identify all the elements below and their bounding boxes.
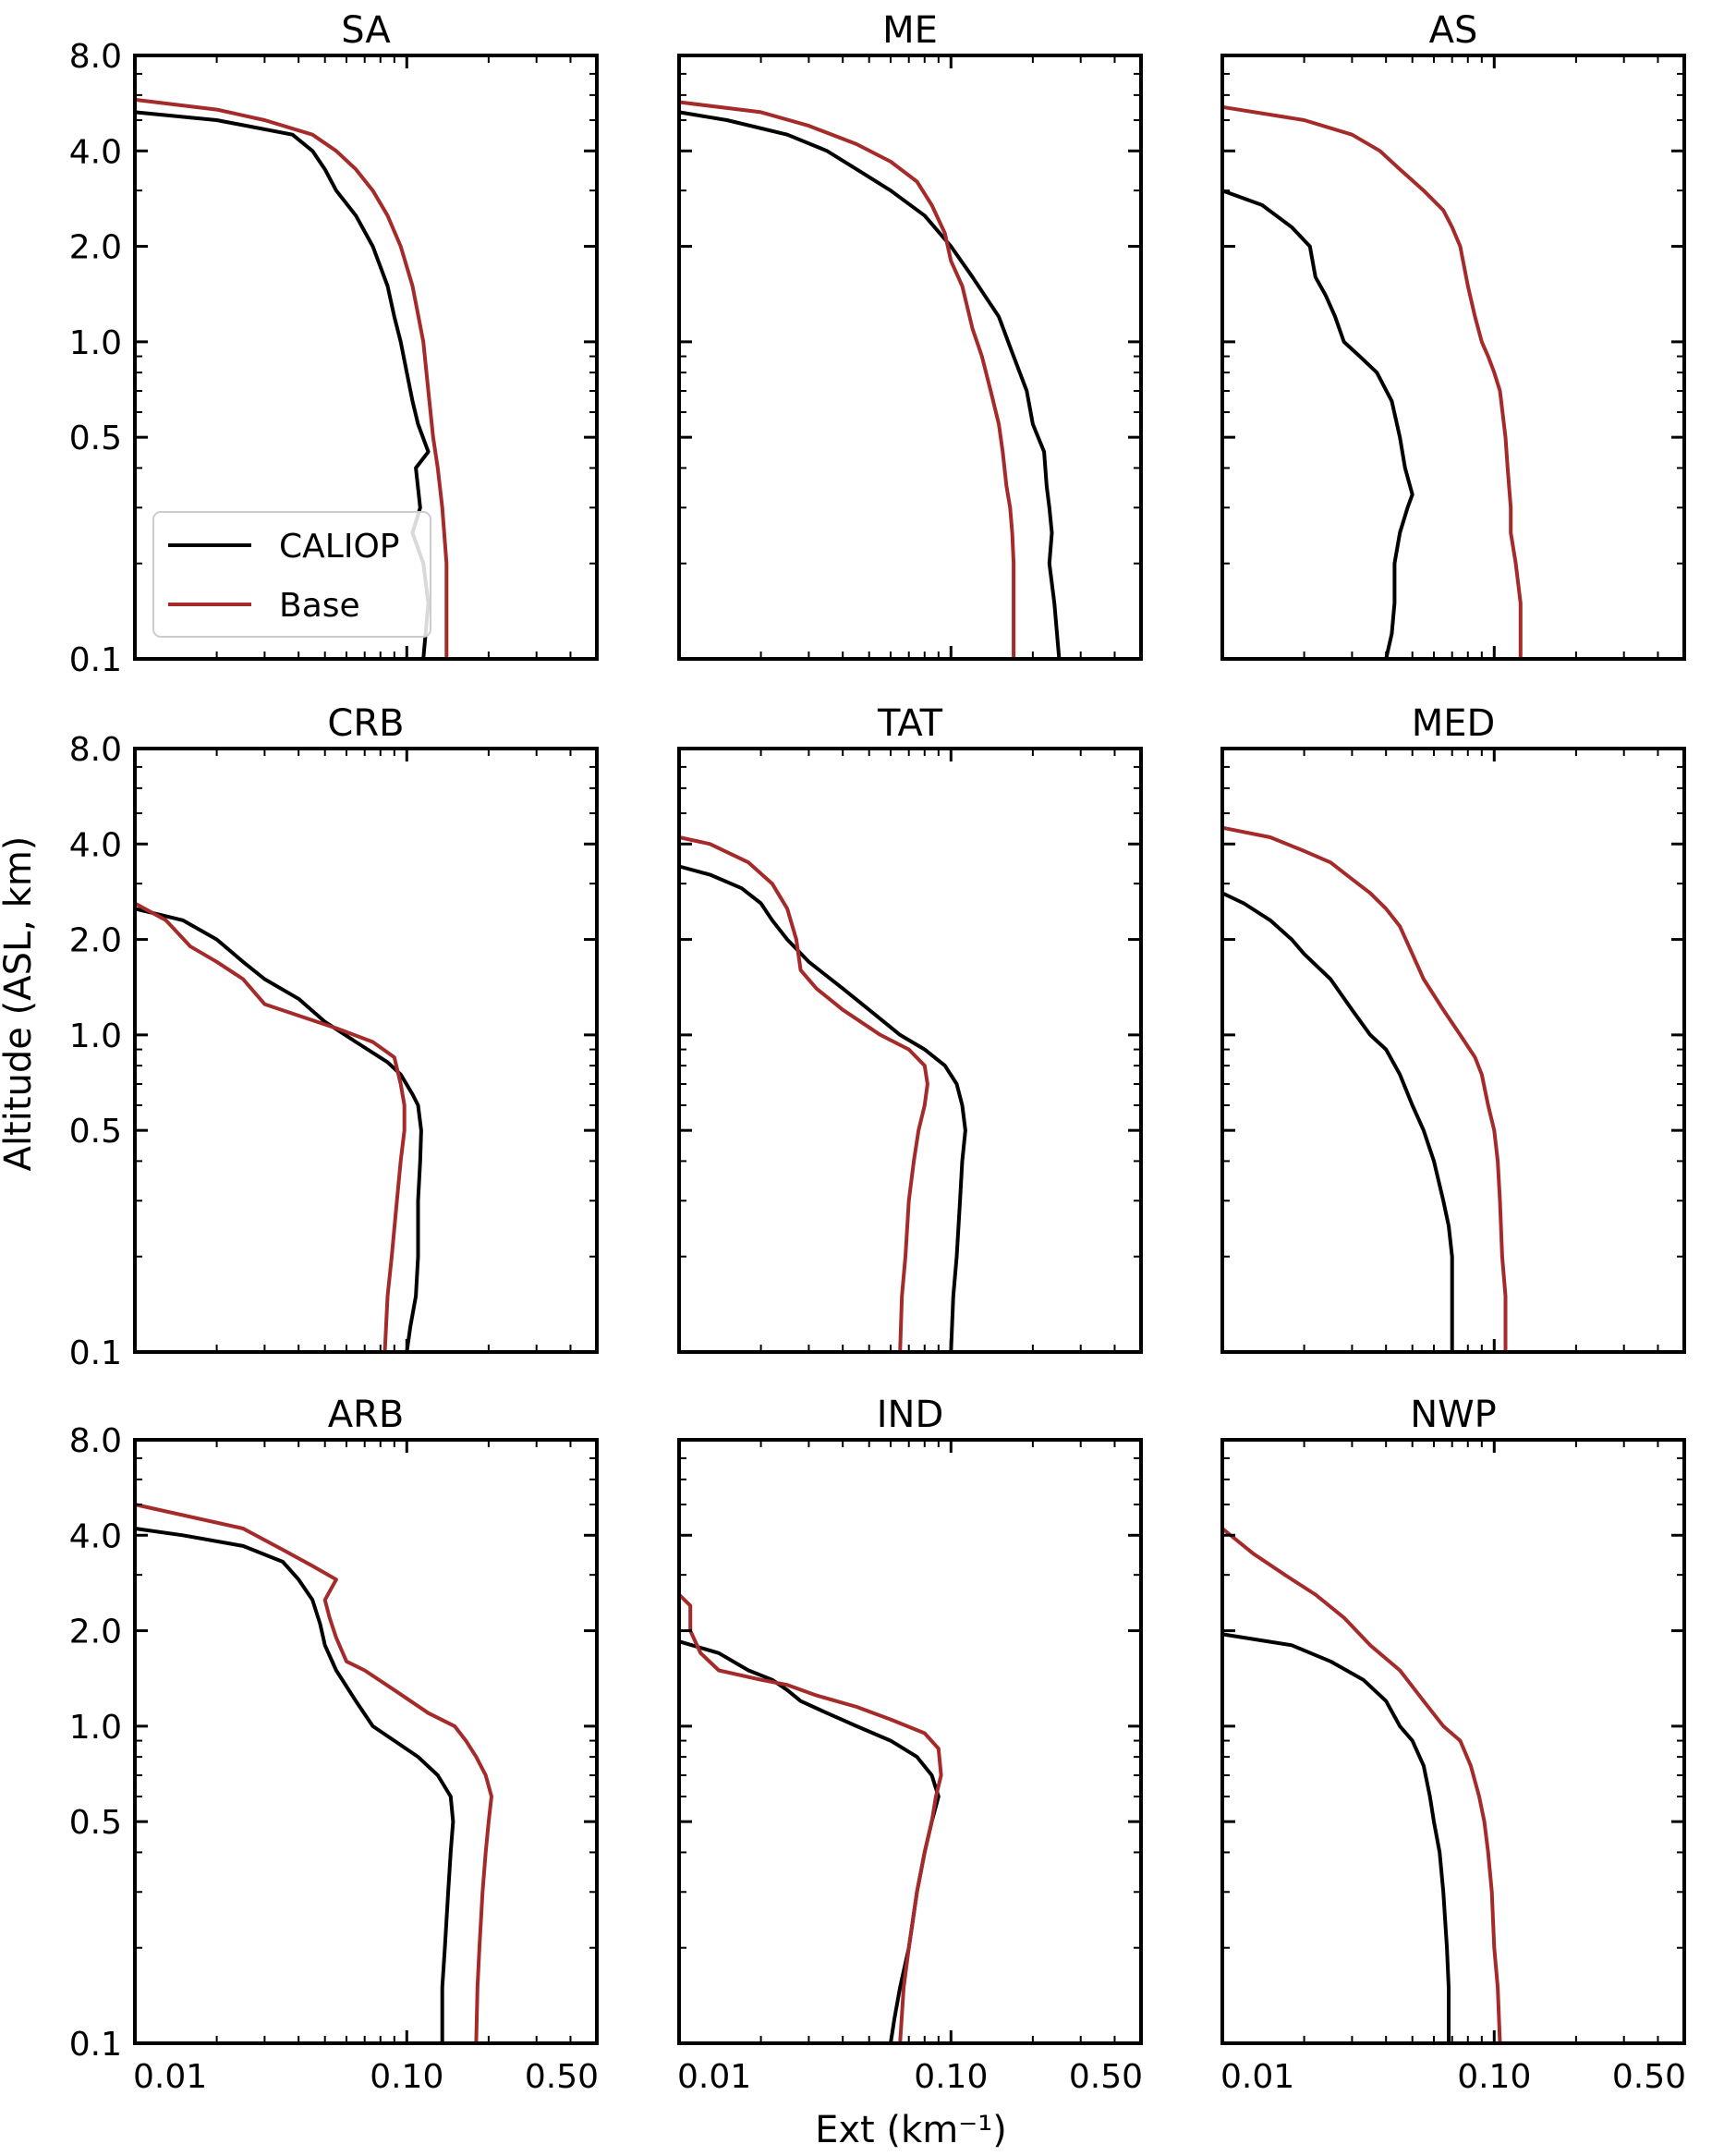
panel-frame: [1220, 747, 1686, 1354]
panel-frame: [677, 54, 1143, 661]
y-tick-label: 8.0: [69, 731, 122, 769]
x-axis-label: Ext (km⁻¹): [815, 2109, 1007, 2151]
y-tick-label: 0.1: [69, 641, 122, 679]
y-tick-label: 8.0: [69, 1422, 122, 1460]
series-line-base: [677, 835, 929, 1354]
x-tick-label: 0.01: [133, 2058, 207, 2096]
panel-med: MED: [1220, 702, 1686, 1354]
y-tick-label: 2.0: [69, 229, 122, 267]
panel-title: ME: [882, 9, 938, 52]
series-line-base: [133, 901, 407, 1354]
panel-crb: CRB 0.1 0.5 1.0 2.0 4.0 8.0: [69, 702, 599, 1372]
panel-sa: SA 0.1 0.5 1.0 2.0 4.0 8.0 CALIOP Base: [69, 9, 599, 679]
panel-frame: [133, 747, 599, 1354]
y-axis-label: Altitude (ASL, km): [0, 836, 40, 1172]
series-line-base: [677, 100, 1016, 661]
legend: CALIOP Base: [152, 511, 431, 638]
series-line-base: [1220, 104, 1523, 661]
panels-group: SA 0.1 0.5 1.0 2.0 4.0 8.0 CALIOP Base ME AS CRB 0.1…: [69, 9, 1686, 2096]
y-tick-label: 0.5: [69, 420, 122, 457]
y-tick-label: 1.0: [69, 1017, 122, 1055]
panel-me: ME: [677, 9, 1143, 661]
series-line-caliop: [133, 1527, 455, 2045]
x-tick-label: 0.50: [1069, 2058, 1143, 2096]
x-tick-label: 0.10: [914, 2058, 988, 2096]
panel-arb: ARB 0.1 0.5 1.0 2.0 4.0 8.0 0.01 0.10 0.50: [69, 1394, 599, 2096]
panel-title: IND: [877, 1394, 944, 1436]
y-tick-label: 0.5: [69, 1804, 122, 1842]
y-tick-label: 2.0: [69, 1614, 122, 1651]
legend-label-caliop: CALIOP: [279, 528, 399, 566]
panel-frame: [677, 1438, 1143, 2045]
y-tick-label: 8.0: [69, 38, 122, 76]
panel-frame: [1220, 54, 1686, 661]
series-line-caliop: [1220, 189, 1414, 661]
panel-title: SA: [341, 9, 391, 52]
series-line-base: [1220, 825, 1508, 1354]
panel-tat: TAT: [677, 702, 1143, 1354]
series-line-base: [133, 97, 449, 661]
series-line-base: [133, 1503, 493, 2045]
x-tick-label: 0.10: [1457, 2058, 1531, 2096]
panel-frame: [1220, 1438, 1686, 2045]
panel-title: CRB: [327, 702, 404, 745]
panel-title: NWP: [1410, 1394, 1497, 1436]
series-line-caliop: [677, 110, 1062, 661]
x-tick-label: 0.01: [677, 2058, 751, 2096]
panel-as: AS: [1220, 9, 1686, 661]
y-tick-label: 0.1: [69, 1334, 122, 1372]
y-tick-label: 4.0: [69, 826, 122, 864]
series-line-caliop: [677, 1639, 941, 2045]
y-tick-label: 0.1: [69, 2026, 122, 2064]
panel-ind: IND 0.01 0.10 0.50: [677, 1394, 1143, 2096]
series-line-base: [1220, 1527, 1502, 2045]
panel-title: ARB: [328, 1394, 405, 1436]
y-tick-label: 1.0: [69, 324, 122, 362]
x-tick-label: 0.10: [370, 2058, 443, 2096]
legend-label-base: Base: [279, 587, 360, 625]
y-tick-label: 4.0: [69, 133, 122, 171]
y-tick-label: 1.0: [69, 1709, 122, 1747]
series-line-caliop: [1220, 891, 1454, 1354]
x-tick-label: 0.50: [525, 2058, 599, 2096]
panel-title: MED: [1412, 702, 1496, 745]
panel-nwp: NWP 0.01 0.10 0.50: [1220, 1394, 1686, 2096]
y-tick-label: 4.0: [69, 1517, 122, 1555]
series-line-caliop: [133, 907, 423, 1354]
y-tick-label: 0.5: [69, 1113, 122, 1151]
series-line-caliop: [677, 864, 967, 1354]
series-line-caliop: [1220, 1632, 1451, 2045]
x-tick-label: 0.01: [1220, 2058, 1294, 2096]
y-tick-label: 2.0: [69, 922, 122, 960]
panel-title: AS: [1429, 9, 1478, 52]
x-tick-label: 0.50: [1612, 2058, 1686, 2096]
panel-title: TAT: [877, 702, 943, 745]
panel-frame: [133, 1438, 599, 2045]
series-line-base: [677, 1592, 943, 2045]
panel-frame: [133, 54, 599, 661]
panel-frame: [677, 747, 1143, 1354]
